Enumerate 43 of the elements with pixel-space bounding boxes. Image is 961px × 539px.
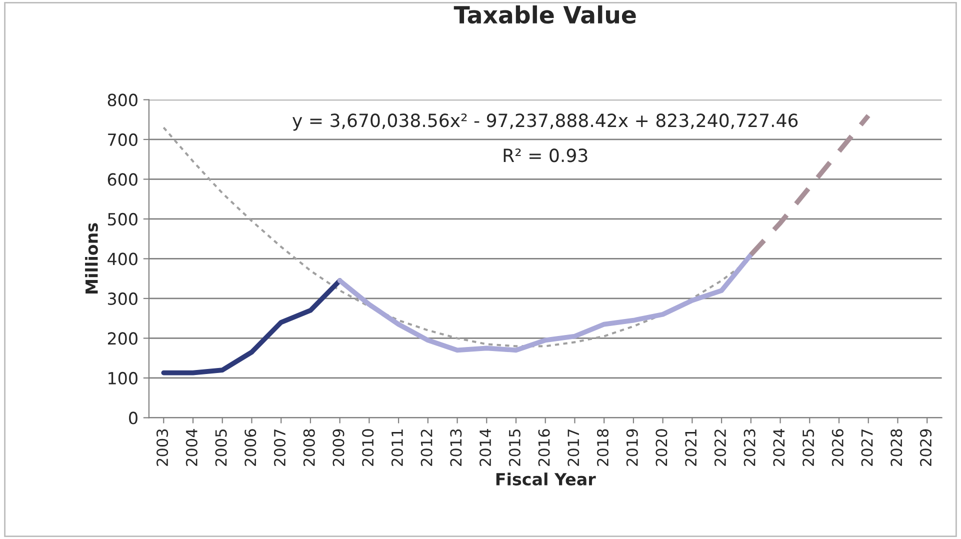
x-tick-label: 2012 xyxy=(420,430,432,466)
x-tick-label: 2003 xyxy=(156,429,168,466)
x-tick-label: 2026 xyxy=(832,429,844,466)
x-tick-label: 2008 xyxy=(303,429,315,466)
x-tick-label: 2014 xyxy=(480,429,492,466)
x-tick-label: 2005 xyxy=(215,429,227,466)
y-tick-label: 500 xyxy=(108,212,138,226)
y-tick-label: 400 xyxy=(108,252,138,266)
y-tick-label: 700 xyxy=(108,133,138,146)
y-tick-label: 200 xyxy=(108,332,138,345)
x-tick-label: 2024 xyxy=(773,429,785,466)
x-axis-title: Fiscal Year xyxy=(496,472,596,486)
annotation: R² = 0.93 xyxy=(504,148,588,162)
x-tick-label: 2029 xyxy=(920,429,932,466)
line-series xyxy=(337,252,754,353)
x-tick-label: 2025 xyxy=(802,429,814,466)
y-tick-label: 0 xyxy=(129,412,138,424)
chart-title: Taxable Value xyxy=(454,5,636,24)
y-axis-title: Millions xyxy=(85,223,98,294)
x-tick-label: 2006 xyxy=(244,429,256,466)
x-tick-label: 2017 xyxy=(568,429,580,466)
x-tick-label: 2020 xyxy=(656,429,668,466)
x-tick-label: 2015 xyxy=(508,429,520,466)
annotation: y = 3,670,038.56x² - 97,237,888.42x + 823,240,727.46 xyxy=(292,114,798,131)
x-tick-label: 2021 xyxy=(685,430,697,466)
x-tick-label: 2011 xyxy=(391,430,403,466)
y-tick-label: 800 xyxy=(108,94,138,106)
x-tick-label: 2016 xyxy=(538,429,550,466)
x-tick-label: 2022 xyxy=(714,430,726,466)
y-tick-label: 300 xyxy=(108,292,138,306)
line-series xyxy=(161,278,342,376)
x-tick-label: 2007 xyxy=(274,429,286,466)
x-tick-label: 2010 xyxy=(362,429,374,466)
x-tick-label: 2004 xyxy=(186,429,198,466)
y-tick-label: 600 xyxy=(108,173,138,186)
x-tick-label: 2019 xyxy=(626,429,638,466)
x-tick-label: 2028 xyxy=(890,429,902,466)
x-tick-label: 2023 xyxy=(744,429,756,466)
x-tick-label: 2013 xyxy=(450,429,462,466)
x-tick-label: 2009 xyxy=(332,429,344,466)
x-tick-label: 2018 xyxy=(596,429,609,466)
y-tick-label: 100 xyxy=(108,372,138,385)
x-tick-label: 2027 xyxy=(861,429,873,466)
